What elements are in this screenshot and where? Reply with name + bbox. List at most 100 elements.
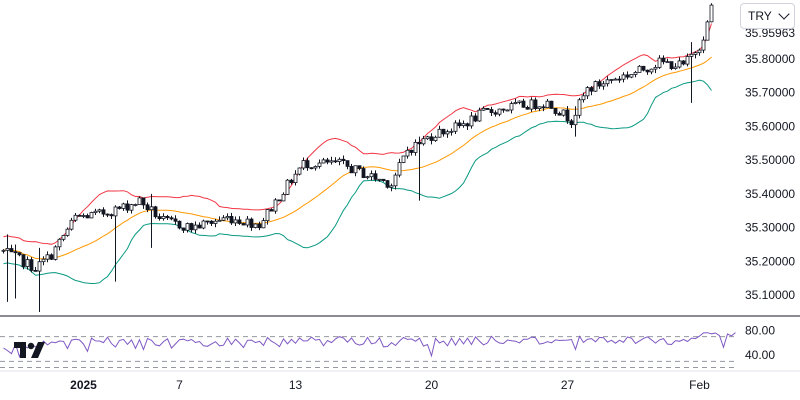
candle-body <box>253 223 258 228</box>
candle-body <box>589 87 594 92</box>
candle-body <box>237 219 242 224</box>
candle-body <box>493 112 498 115</box>
candle-body <box>593 81 598 92</box>
candle-body <box>409 149 414 153</box>
candle-body <box>45 254 50 260</box>
price-pane <box>1 3 714 312</box>
candle-body <box>5 248 10 251</box>
candle-body <box>477 109 482 122</box>
candle-body <box>97 209 102 212</box>
candle-body <box>65 228 70 236</box>
candle-body <box>209 220 214 224</box>
candle-body <box>381 178 386 182</box>
candle-body <box>57 238 62 248</box>
candle-body <box>569 120 574 126</box>
candle-body <box>525 107 530 110</box>
candle-body <box>105 213 110 216</box>
candle-body <box>521 100 526 108</box>
candle-body <box>629 74 634 78</box>
candle-body <box>133 204 138 206</box>
candle-body <box>61 235 66 240</box>
candle-body <box>9 248 14 253</box>
candle-body <box>241 223 246 226</box>
time-tick-label: 7 <box>176 378 183 392</box>
candle-body <box>501 108 506 111</box>
tradingview-logo-icon[interactable] <box>14 340 46 360</box>
bollinger-lower-band <box>3 79 712 285</box>
candle-body <box>417 141 422 145</box>
candle-body <box>401 155 406 163</box>
rsi-pane <box>0 332 736 369</box>
candle-body <box>349 165 354 174</box>
rsi-tick-label: 80.00 <box>745 323 775 337</box>
candle-body <box>25 259 30 267</box>
candle-body <box>441 128 446 135</box>
candle-body <box>445 131 450 135</box>
candle-body <box>697 49 702 54</box>
candle-body <box>621 74 626 80</box>
candle-body <box>449 130 454 133</box>
candle-body <box>85 215 90 219</box>
candle-body <box>157 216 162 220</box>
time-tick-label: Feb <box>689 378 710 392</box>
candle-body <box>705 21 710 41</box>
currency-select[interactable]: TRY <box>740 3 795 29</box>
candle-body <box>129 204 134 211</box>
candle-body <box>585 87 590 97</box>
candle-body <box>465 123 470 127</box>
candle-body <box>225 215 230 219</box>
rsi-axis: 80.00 40.00 <box>745 323 775 362</box>
time-tick-label: 13 <box>289 378 303 392</box>
candle-body <box>553 108 558 114</box>
candle-body <box>461 123 466 126</box>
candle-body <box>385 180 390 188</box>
candle-body <box>453 122 458 132</box>
candle-body <box>69 219 74 230</box>
price-tick-label: 35.10000 <box>745 288 795 302</box>
candle-body <box>49 254 54 260</box>
candle-body <box>185 223 190 231</box>
candle-body <box>433 136 438 142</box>
candle-body <box>293 173 298 183</box>
candle-body <box>485 108 490 110</box>
candle-body <box>473 115 478 122</box>
price-tick-label: 35.50000 <box>745 153 795 167</box>
chevron-down-icon <box>778 8 790 20</box>
candle-body <box>669 61 674 69</box>
candle-body <box>249 218 254 228</box>
candle-body <box>297 167 302 175</box>
candle-body <box>457 122 462 127</box>
candle-body <box>261 220 266 229</box>
candle-body <box>1 249 6 252</box>
candle-body <box>197 224 202 229</box>
candle-body <box>421 138 426 145</box>
candle-body <box>581 95 586 101</box>
bollinger-upper-band <box>3 23 712 245</box>
candle-body <box>113 206 118 217</box>
candle-body <box>489 109 494 113</box>
candle-body <box>601 83 606 87</box>
candle-body <box>565 109 570 122</box>
candle-body <box>369 173 374 178</box>
candle-body <box>481 108 486 111</box>
candle-body <box>397 162 402 176</box>
candle-body <box>701 39 706 51</box>
candle-body <box>269 209 274 212</box>
candle-body <box>497 108 502 115</box>
candle-body <box>541 106 546 109</box>
price-tick-label: 35.30000 <box>745 221 795 235</box>
currency-select-value: TRY <box>748 9 772 23</box>
candle-body <box>613 78 618 81</box>
candle-body <box>405 149 410 157</box>
candle-body <box>141 197 146 206</box>
candle-body <box>677 60 682 68</box>
candle-body <box>181 227 186 231</box>
candle-body <box>77 214 82 217</box>
candle-body <box>33 269 38 272</box>
candle-body <box>53 246 58 260</box>
candle-body <box>153 206 158 218</box>
candle-body <box>517 100 522 103</box>
candle-body <box>21 254 26 267</box>
candle-body <box>681 60 686 65</box>
